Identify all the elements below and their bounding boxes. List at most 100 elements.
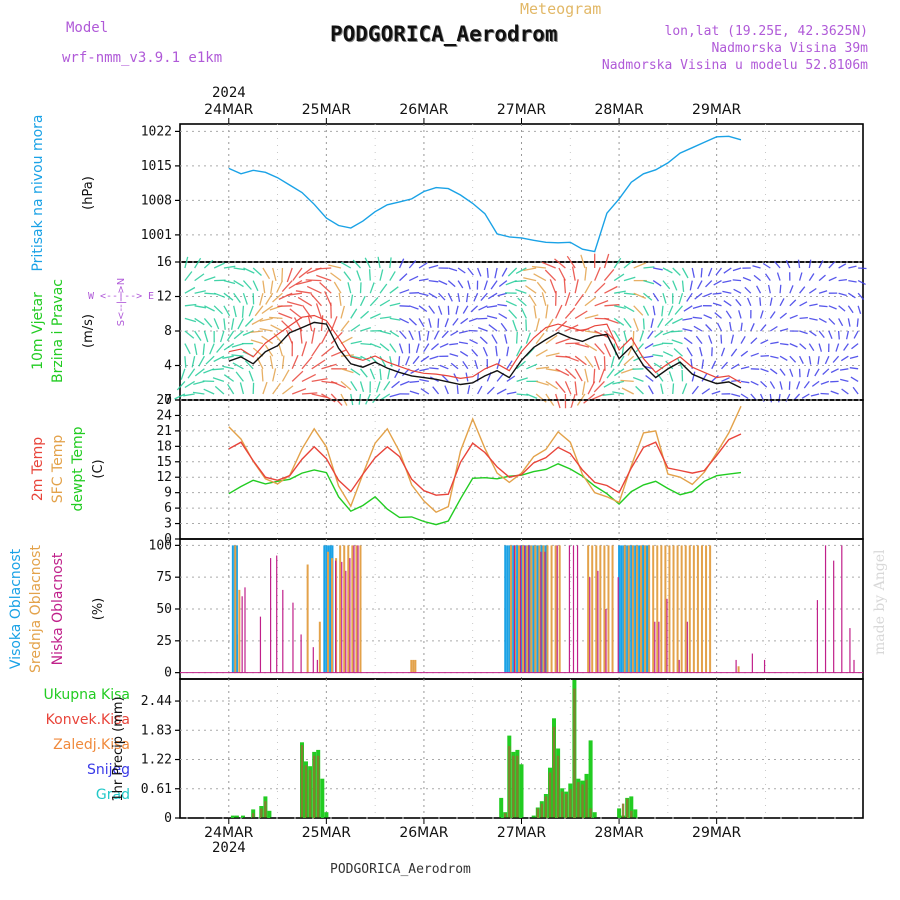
wind-barb [408,317,417,326]
wind-barb [623,355,635,366]
ytick-label-1-1: 4 [164,359,172,374]
precip-total-bar [519,764,524,818]
precip-convective-bar [540,803,543,818]
wind-barb [194,317,205,326]
wind-barb [213,262,225,269]
wind-barb [272,368,277,382]
wind-barb [487,292,498,300]
wind-barb [496,358,501,369]
ytick-label-3-4: 100 [149,538,172,553]
wind-barb [418,262,428,269]
wind-barb [647,385,654,395]
wind-barb [627,343,635,356]
wind-barb [822,368,830,375]
wind-barb [262,280,266,294]
wind-barb [490,280,498,290]
wind-barb [505,300,517,307]
wind-barb [574,381,578,396]
wind-barb [729,321,732,332]
wind-barb [587,381,596,395]
wind-barb [808,273,815,281]
wind-barb [604,317,619,324]
wind-barb [621,387,635,395]
precip-convective-bar [313,755,316,818]
wind-barb [564,292,571,307]
wind-barb [244,317,254,327]
wind-barb [350,340,362,345]
wind-barb [423,343,430,353]
wind-barb [623,276,636,282]
wind-barb [789,285,794,294]
wind-barb [612,391,625,395]
wind-barb [397,356,401,367]
temp-unit: (C) [91,459,106,478]
wind-barb [712,292,722,295]
wind-barb [711,375,719,382]
wind-barb [223,265,236,269]
wind-barb [851,343,859,350]
wind-barb [632,376,644,383]
precip-convective-bar [264,801,267,818]
wind-barb [315,267,332,270]
precip-convective-bar [581,784,584,818]
wind-barb [394,368,401,379]
wind-barb [216,343,225,353]
wind-barb [441,330,449,339]
wind-axis-subtitle: Brzina i Pravac [50,279,66,383]
wind-barb [204,305,215,312]
wind-barb [564,307,576,319]
wind-barb [213,305,223,315]
precip-total-bar [588,740,593,818]
wind-barb [760,339,769,345]
wind-barb [379,330,392,335]
wind-barb [604,304,620,307]
wind-barb [214,385,225,395]
wind-barb [713,280,722,286]
wind-barb [584,296,597,307]
wind-barb [359,381,365,392]
wind-barb [722,279,732,284]
wind-barb [545,334,558,345]
wind-barb [545,318,554,332]
wind-barb [545,304,549,319]
wind-barb [798,272,803,281]
wind-barb [433,330,440,340]
wind-barb [389,271,396,281]
wind-barb [828,305,837,310]
wind-barb [819,305,828,308]
wind-barb [330,272,342,282]
precip-convective-bar [626,798,629,818]
wind-barb [711,360,717,370]
wind-barb [715,267,723,276]
wind-barb [330,331,343,345]
wind-barb [387,368,391,380]
footer-station: PODGORICA_Aerodrom [330,862,471,877]
wind-barb [574,293,584,307]
wind-barb [496,388,507,395]
precip-legend-2: Zaledj.Kisa [53,737,130,753]
ytick-label-2-9: 27 [156,393,172,408]
wind-barb [525,332,532,344]
wind-barb [504,334,508,344]
wind-barb [613,330,621,342]
wind-barb [535,332,545,344]
wind-barb [289,308,303,319]
wind-barb [799,343,807,350]
temp-dewpt-axis-title: dewpt Temp [70,426,86,511]
wind-barb [672,267,681,276]
wind-barb [558,267,566,281]
wind-barb [564,381,572,395]
wind-barb [740,393,749,400]
wind-barb [853,330,859,339]
wind-barb [409,305,419,310]
wind-barb [673,348,683,357]
wind-barb [672,317,683,325]
wind-barb [730,348,738,357]
wind-barb [740,366,750,370]
wind-barb [857,292,865,301]
wind-barb [261,305,274,315]
wind-barb [740,322,743,332]
wind-barb [603,356,606,371]
wind-barb [720,347,726,357]
wind-barb [603,343,612,358]
